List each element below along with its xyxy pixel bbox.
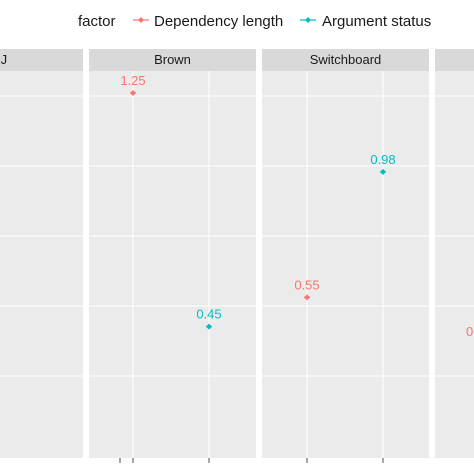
data-point (130, 90, 136, 96)
data-label: 0.98 (370, 152, 395, 167)
facet-strip (0, 49, 83, 71)
data-point (380, 168, 386, 175)
facet-strip (435, 49, 474, 71)
facet-panel: Brown 1.25 0.45 (89, 49, 256, 463)
panel-background (262, 71, 429, 458)
data-label: 0.55 (294, 277, 319, 292)
data-label: 0 (466, 324, 473, 339)
facet-panel: Switchboard 0.55 0.98 (262, 49, 429, 463)
legend-label-dependency-length: Dependency length (154, 13, 283, 30)
data-label: 1.25 (120, 73, 145, 88)
legend-label-argument-status: Argument status (322, 13, 431, 30)
legend-key-point-dependency-length (138, 17, 144, 23)
facet-strip-label: SJ (0, 52, 7, 67)
facet-strip (89, 49, 256, 71)
data-point (304, 294, 310, 301)
legend: factor Dependency length Argument status (78, 13, 431, 30)
facet-strip (262, 49, 429, 71)
data-point (206, 323, 212, 330)
facet-panel: 0 (435, 49, 474, 458)
legend-item-dependency-length: Dependency length (133, 13, 283, 30)
facet-strip-label: Switchboard (310, 52, 382, 67)
legend-key-point-argument-status (305, 17, 311, 23)
facet-strip-label: Brown (154, 52, 191, 67)
panel-background (435, 71, 474, 458)
legend-title: factor (78, 13, 116, 30)
legend-item-argument-status: Argument status (300, 13, 431, 30)
panel-background (89, 71, 256, 458)
panel-background (0, 71, 83, 458)
data-label: 0.45 (196, 307, 221, 322)
